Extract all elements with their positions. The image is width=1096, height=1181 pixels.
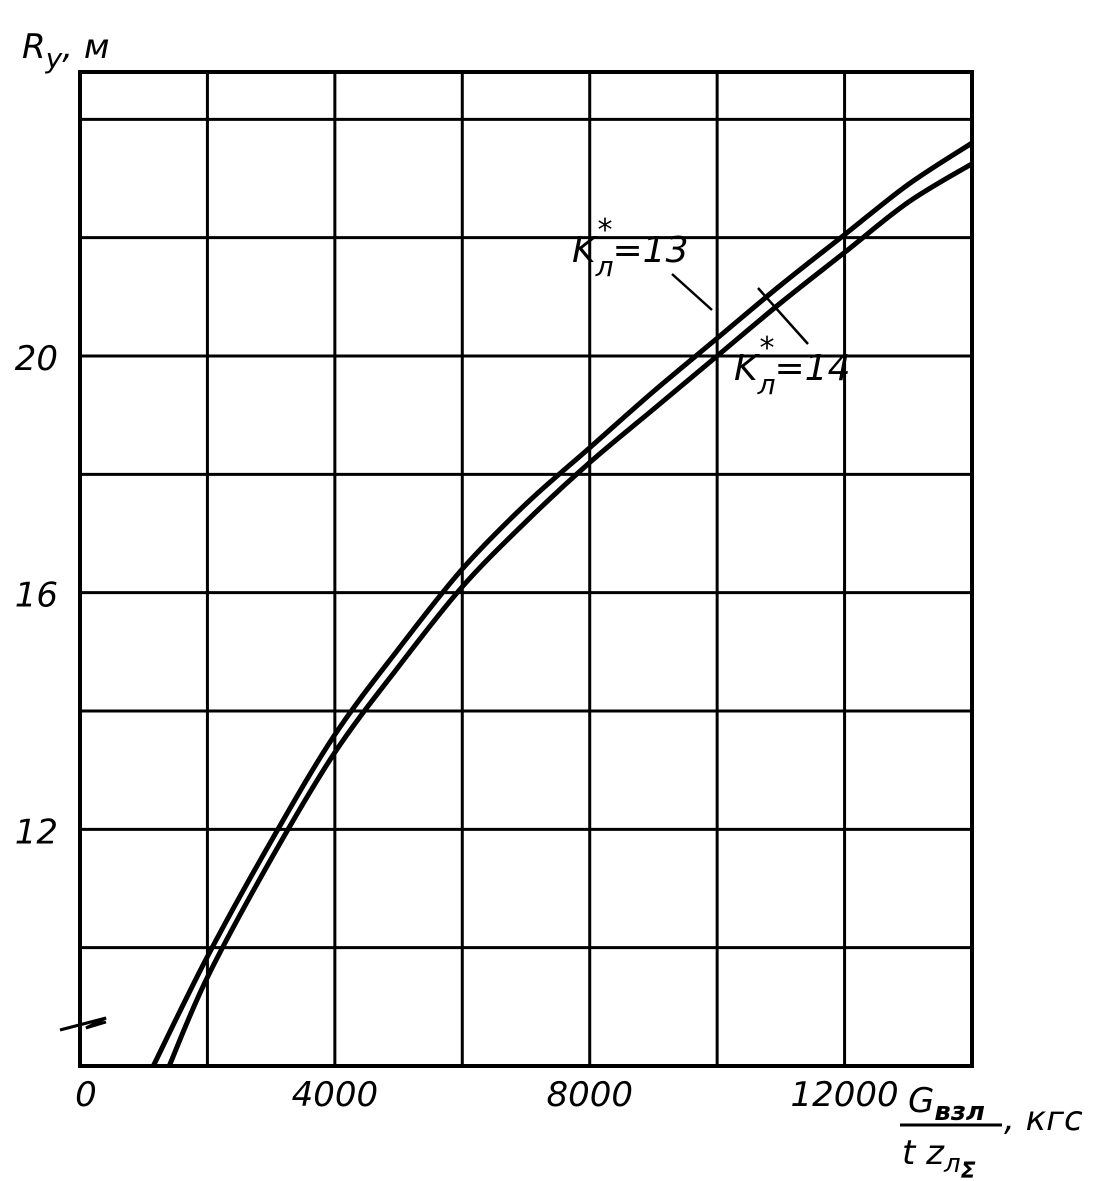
y-axis-break-mark [59, 1016, 107, 1032]
leader-line-k13 [671, 273, 713, 311]
plot-frame [78, 70, 974, 1068]
x-axis-label-unit: , кгс [1004, 1099, 1083, 1139]
x-axis-label: Gвзл , кгс t zлΣ [900, 1081, 1083, 1181]
series-label-k13: Kл*=13 [572, 213, 689, 283]
y-tick-label: 12 [15, 812, 58, 852]
grid [80, 72, 972, 1066]
x-axis-label-numerator: Gвзл [908, 1081, 985, 1127]
x-tick-label: 8000 [546, 1075, 633, 1115]
leader-line-k14 [757, 287, 809, 345]
y-tick-label: 20 [15, 339, 58, 379]
y-axis-label-main: R [22, 27, 46, 67]
y-axis-label-unit: , м [62, 27, 109, 67]
x-axis-label-denominator: t zлΣ [902, 1133, 976, 1181]
tick-labels: 0 4000 8000 12000 12 16 20 [15, 339, 899, 1115]
curves [151, 140, 974, 1068]
series-line-k14 [166, 161, 974, 1067]
y-tick-label: 16 [15, 576, 58, 616]
x-tick-label: 0 [75, 1075, 97, 1115]
x-tick-label: 12000 [790, 1075, 898, 1115]
series-label-k14: Kл*=14 [734, 331, 851, 401]
series-line-k13 [151, 140, 974, 1068]
plot-border [78, 70, 974, 1068]
y-axis-label: Ry, м [22, 27, 109, 75]
y-axis-label-sub: y [45, 42, 63, 75]
x-tick-label: 4000 [292, 1075, 379, 1115]
